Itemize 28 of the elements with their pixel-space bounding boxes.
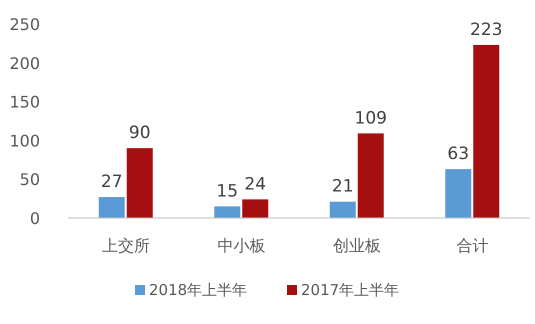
y-tick-label: 150: [9, 92, 40, 112]
x-tick-label: 中小板: [217, 236, 266, 255]
x-tick-label: 创业板: [332, 236, 381, 255]
bar: [242, 199, 268, 218]
y-tick-label: 100: [9, 131, 40, 150]
data-label: 21: [332, 176, 354, 197]
data-label: 27: [100, 172, 123, 192]
data-label: 223: [470, 20, 502, 40]
bar: [214, 206, 240, 218]
bar: [126, 148, 153, 218]
y-tick-label: 200: [9, 54, 40, 73]
data-label: 109: [354, 108, 387, 128]
bar: [445, 169, 472, 218]
x-tick-label: 合计: [456, 236, 488, 255]
data-label: 90: [128, 123, 151, 144]
bar: [358, 133, 384, 218]
data-label: 15: [216, 181, 238, 202]
data-label: 63: [447, 144, 470, 164]
bar: [330, 202, 356, 218]
data-label: 24: [244, 174, 266, 194]
x-tick-label: 上交所: [102, 236, 150, 255]
legend-label: 2018年上半年: [149, 281, 248, 299]
legend-label: 2017年上半年: [301, 281, 400, 299]
bar: [98, 197, 125, 218]
y-tick-label: 0: [30, 209, 40, 228]
bar: [473, 44, 500, 218]
y-tick-label: 250: [9, 15, 40, 34]
y-tick-label: 50: [20, 170, 40, 190]
